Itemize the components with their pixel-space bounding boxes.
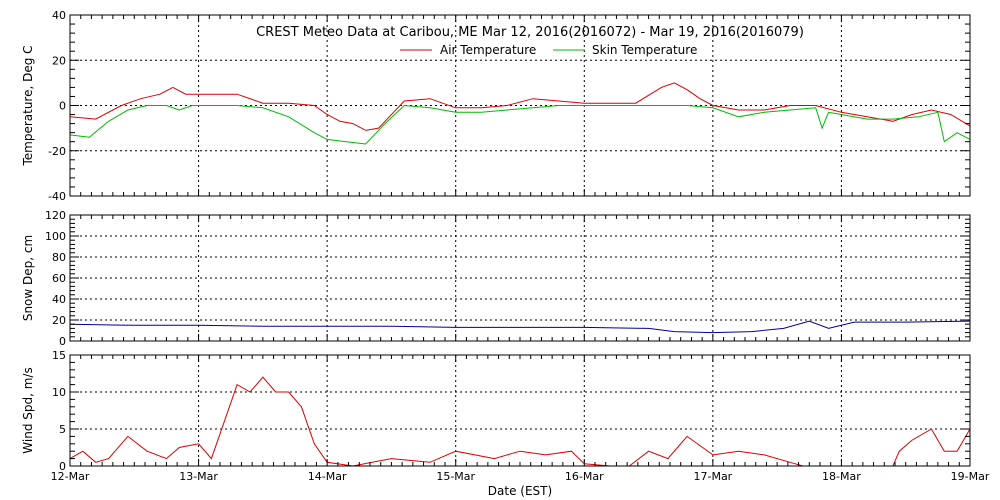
y-tick-label: 80 [52,251,66,264]
x-tick-label: 17-Mar [693,470,732,483]
x-tick-label: 13-Mar [179,470,218,483]
series-line-snow-depth [69,320,971,334]
grid-layer [70,15,970,466]
x-axis-title: Date (EST) [488,484,552,498]
y-axis-title: Snow Dep, cm [21,235,35,321]
y-tick-label: 120 [45,209,66,222]
x-tick-label: 18-Mar [822,470,861,483]
series-line-air-temperature [69,82,971,131]
y-tick-label: 20 [52,54,66,67]
x-tick-label: 12-Mar [51,470,90,483]
y-tick-label: 0 [59,335,66,348]
x-tick-label: 19-Mar [951,470,990,483]
axes-layer [69,14,971,467]
y-tick-label: 5 [59,423,66,436]
y-tick-label: 40 [52,293,66,306]
x-tick-label: 15-Mar [436,470,475,483]
x-tick-label: 16-Mar [565,470,604,483]
y-tick-label: -40 [48,190,66,203]
y-tick-label: 20 [52,314,66,327]
y-tick-label: 40 [52,9,66,22]
y-axis-title: Temperature, Deg C [21,45,35,166]
y-tick-label: 0 [59,460,66,473]
y-tick-label: 0 [59,100,66,113]
x-tick-label: 14-Mar [308,470,347,483]
legend-label: Skin Temperature [592,43,697,57]
series-layer [69,82,971,467]
y-tick-label: 15 [52,349,66,362]
text-layer: CREST Meteo Data at Caribou, ME Mar 12, … [21,9,990,498]
panel-frame-2 [69,354,971,467]
series-line-skin-temperature [69,104,971,145]
y-tick-label: 60 [52,272,66,285]
y-tick-label: 100 [45,230,66,243]
series-line-wind-speed [69,376,971,467]
y-axis-title: Wind Spd, m/s [21,367,35,453]
y-tick-label: -20 [48,145,66,158]
chart-title: CREST Meteo Data at Caribou, ME Mar 12, … [256,25,804,40]
y-tick-label: 10 [52,386,66,399]
legend-label: Air Temperature [440,43,536,57]
